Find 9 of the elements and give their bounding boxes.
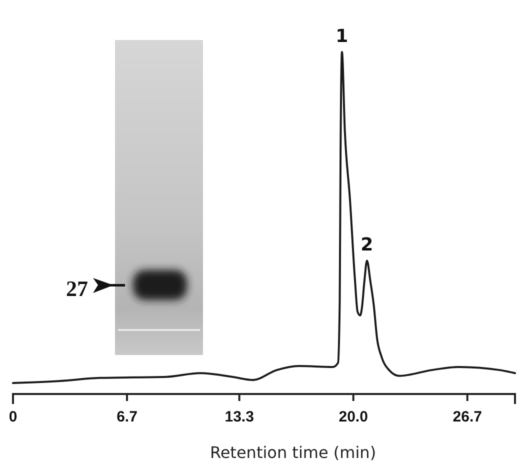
x-axis-title: Retention time (min) — [210, 443, 376, 462]
x-tick-label: 20.0 — [338, 408, 368, 426]
x-tick-label: 0 — [8, 408, 18, 426]
x-tick-label: 13.3 — [224, 408, 254, 426]
annotation: 2 — [360, 234, 374, 256]
annotation: 1 — [336, 26, 348, 47]
x-tick-label: 26.7 — [452, 408, 482, 426]
x-tick-label: 6.7 — [116, 408, 138, 426]
annotation: 27 — [66, 276, 88, 301]
